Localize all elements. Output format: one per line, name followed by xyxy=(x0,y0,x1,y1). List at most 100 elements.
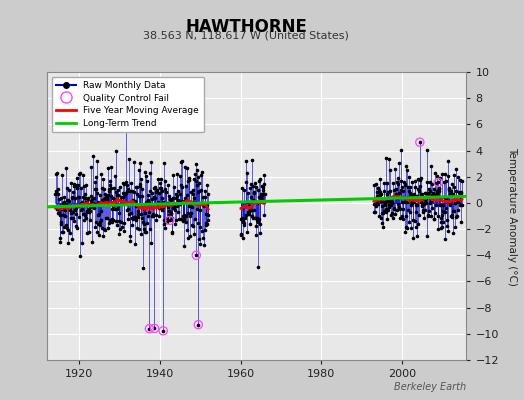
Point xyxy=(104,224,113,231)
Point xyxy=(122,179,130,185)
Point xyxy=(155,190,163,197)
Point xyxy=(98,196,106,203)
Point xyxy=(436,202,444,208)
Point xyxy=(145,200,153,206)
Point xyxy=(260,212,268,218)
Point xyxy=(60,194,69,200)
Point xyxy=(175,216,183,222)
Point xyxy=(162,201,170,208)
Point xyxy=(113,187,122,193)
Point xyxy=(416,139,424,146)
Point xyxy=(431,210,439,217)
Point xyxy=(432,201,440,208)
Point xyxy=(449,190,457,197)
Point xyxy=(259,184,267,190)
Point xyxy=(62,201,70,208)
Point xyxy=(448,214,456,220)
Point xyxy=(81,212,89,218)
Point xyxy=(421,197,429,203)
Point xyxy=(182,219,191,225)
Point xyxy=(190,176,198,182)
Point xyxy=(74,214,83,220)
Point xyxy=(127,222,136,228)
Point xyxy=(406,209,414,215)
Point xyxy=(189,187,198,194)
Point xyxy=(246,185,255,192)
Point xyxy=(103,196,111,203)
Point xyxy=(179,217,187,223)
Point xyxy=(199,202,208,208)
Point xyxy=(174,201,183,207)
Point xyxy=(80,211,88,217)
Point xyxy=(192,252,201,258)
Point xyxy=(418,206,427,213)
Point xyxy=(168,229,176,235)
Point xyxy=(370,208,379,215)
Point xyxy=(379,188,388,194)
Point xyxy=(452,166,461,172)
Point xyxy=(73,174,81,181)
Point xyxy=(168,215,177,222)
Point xyxy=(407,225,416,232)
Point xyxy=(142,229,150,236)
Point xyxy=(166,196,174,203)
Point xyxy=(396,215,404,221)
Point xyxy=(432,173,441,179)
Point xyxy=(447,198,455,204)
Point xyxy=(145,326,154,332)
Point xyxy=(70,218,79,224)
Point xyxy=(192,160,201,167)
Point xyxy=(52,188,60,195)
Point xyxy=(118,200,126,206)
Point xyxy=(396,206,405,212)
Point xyxy=(241,187,249,194)
Point xyxy=(154,176,162,182)
Point xyxy=(57,221,65,227)
Point xyxy=(167,196,176,203)
Point xyxy=(451,224,459,230)
Point xyxy=(419,196,427,203)
Point xyxy=(191,170,199,177)
Point xyxy=(173,203,181,210)
Point xyxy=(157,201,166,207)
Point xyxy=(85,209,93,216)
Point xyxy=(430,169,439,176)
Point xyxy=(242,157,250,164)
Point xyxy=(74,181,82,188)
Point xyxy=(237,232,245,238)
Point xyxy=(175,199,183,206)
Point xyxy=(246,221,254,228)
Point xyxy=(415,188,423,195)
Point xyxy=(385,156,394,163)
Point xyxy=(106,182,115,188)
Point xyxy=(372,201,380,207)
Point xyxy=(78,205,86,212)
Point xyxy=(429,190,438,196)
Point xyxy=(148,213,157,220)
Point xyxy=(77,199,85,206)
Point xyxy=(129,200,137,206)
Point xyxy=(440,209,448,216)
Point xyxy=(61,207,69,213)
Point xyxy=(132,184,140,191)
Point xyxy=(180,198,189,204)
Point xyxy=(114,218,123,224)
Point xyxy=(86,204,94,210)
Point xyxy=(118,194,127,200)
Point xyxy=(408,198,416,204)
Point xyxy=(249,206,258,213)
Point xyxy=(87,198,95,204)
Point xyxy=(95,232,103,238)
Point xyxy=(418,191,426,197)
Point xyxy=(203,182,211,189)
Point xyxy=(163,204,172,210)
Point xyxy=(437,225,445,232)
Point xyxy=(447,212,456,218)
Point xyxy=(434,179,442,186)
Point xyxy=(203,220,211,227)
Point xyxy=(184,235,193,241)
Point xyxy=(92,186,100,192)
Point xyxy=(452,214,460,220)
Point xyxy=(161,189,170,195)
Point xyxy=(141,198,150,205)
